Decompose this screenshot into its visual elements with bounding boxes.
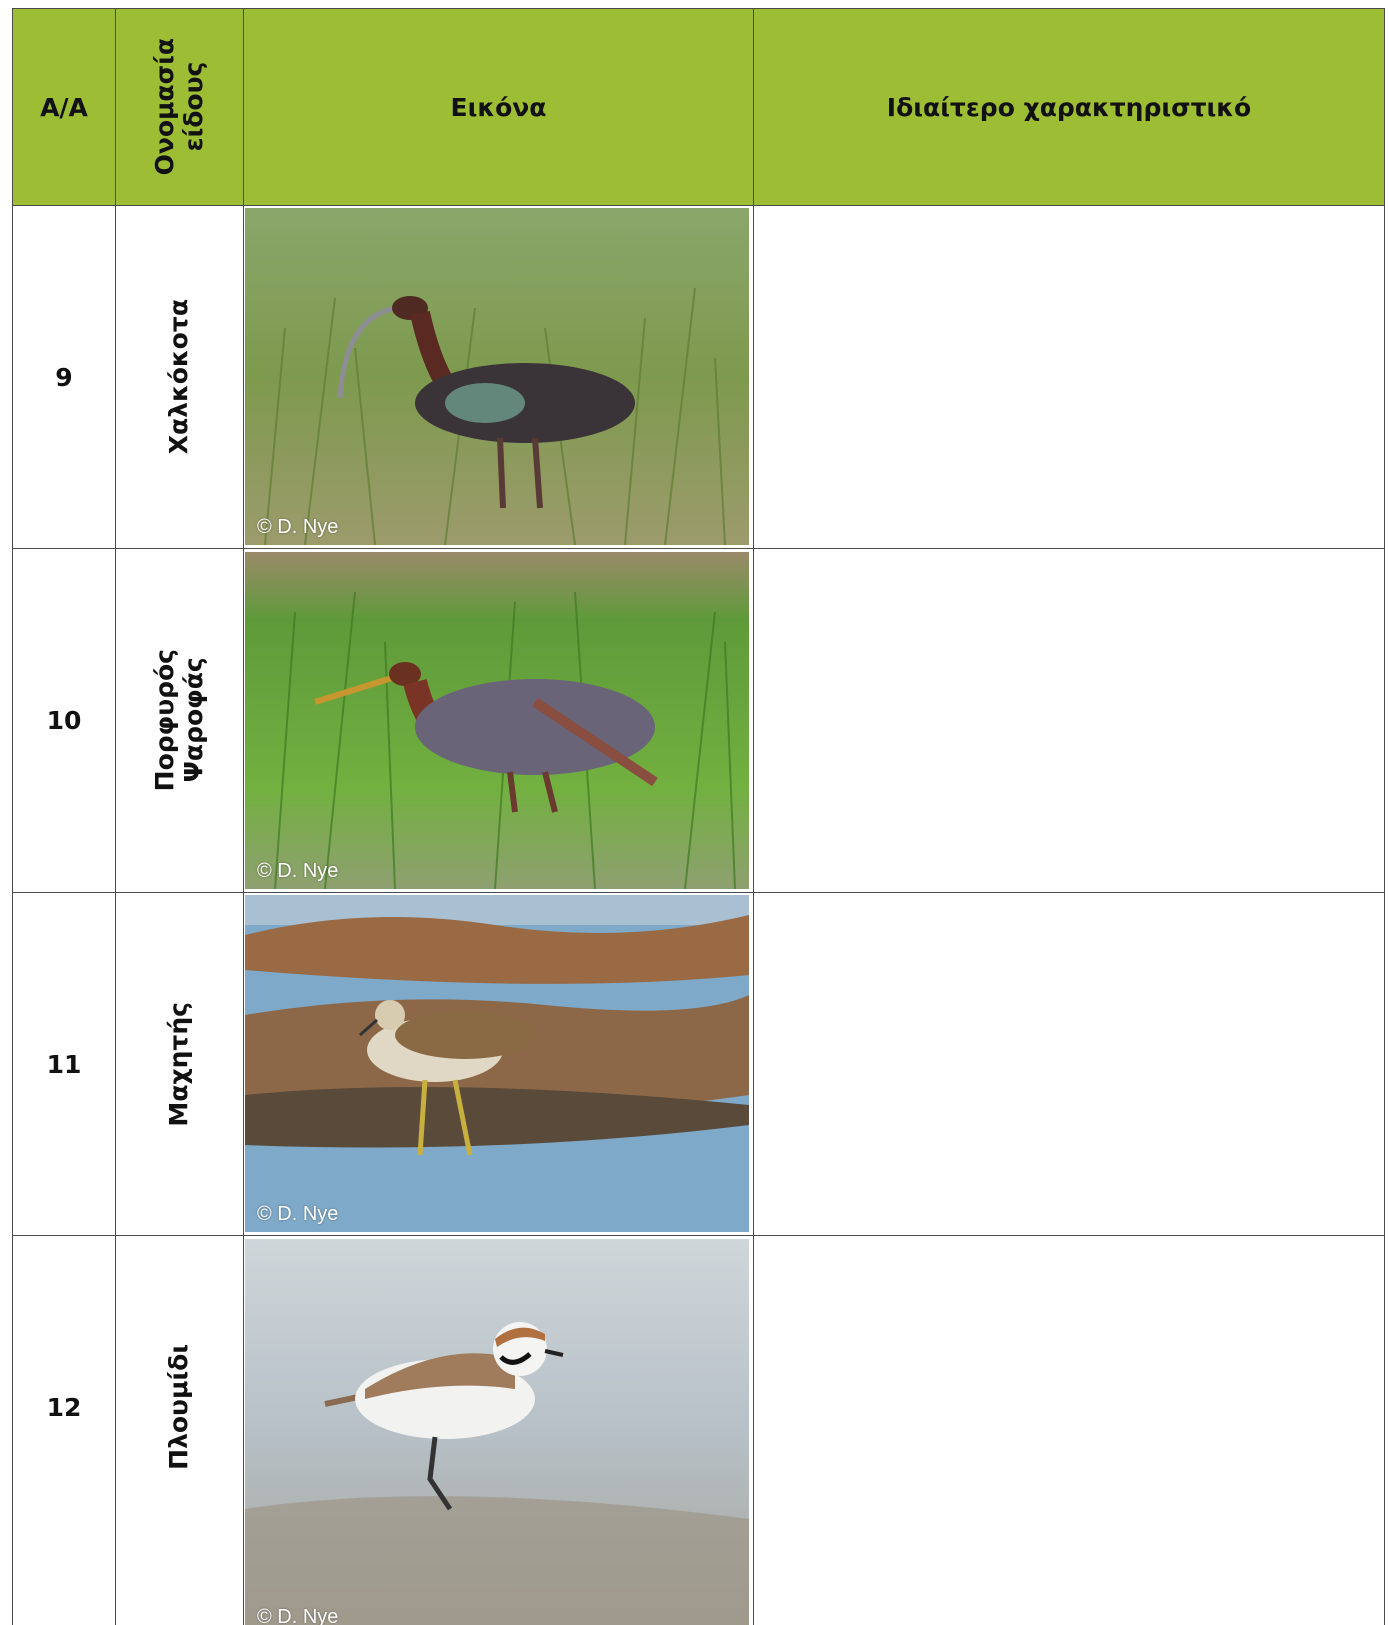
header-cell: Ονομασία είδους [115, 8, 244, 206]
species-name: Χαλκόκοτα [164, 299, 194, 455]
name-cell: Πλουμίδι [115, 1235, 244, 1625]
photo: © D. Nye [245, 895, 749, 1232]
photo: © D. Nye [245, 552, 749, 889]
photo-credit: © D. Nye [257, 1606, 339, 1625]
number-cell: 9 [12, 205, 116, 549]
species-name: Πλουμίδι [164, 1344, 194, 1470]
feature-cell[interactable] [753, 548, 1385, 893]
name-line: Ψαροφάς [178, 657, 208, 784]
photo-art [245, 208, 749, 545]
number-cell: 12 [12, 1235, 116, 1625]
header-cell: Εικόνα [243, 8, 754, 206]
name-line: Μαχητής [164, 1001, 194, 1127]
name-line: Πλουμίδι [164, 1344, 194, 1470]
photo-art [245, 552, 749, 889]
header-name: Ονομασία είδους [149, 38, 209, 176]
header-name-line: είδους [178, 62, 208, 152]
header-image: Εικόνα [450, 92, 547, 122]
row-number: 9 [55, 362, 73, 392]
row-number: 11 [46, 1049, 82, 1079]
feature-cell[interactable] [753, 205, 1385, 549]
row-number: 12 [46, 1392, 82, 1422]
photo-credit: © D. Nye [257, 516, 339, 538]
header-number: Α/Α [40, 92, 88, 122]
photo-art [245, 1239, 749, 1625]
photo: © D. Nye [245, 1239, 749, 1625]
photo-credit: © D. Nye [257, 1203, 339, 1225]
name-line: Πορφυρός [149, 649, 179, 792]
name-cell: Πορφυρός Ψαροφάς [115, 548, 244, 893]
feature-cell[interactable] [753, 892, 1385, 1236]
header-cell: Α/Α [12, 8, 116, 206]
photo: © D. Nye [245, 208, 749, 545]
row-number: 10 [46, 706, 82, 735]
header-feature: Ιδιαίτερο χαρακτηριστικό [886, 92, 1252, 122]
name-line: Χαλκόκοτα [164, 299, 194, 455]
species-name: Μαχητής [164, 1001, 194, 1127]
photo-art [245, 895, 749, 1232]
header-name-line: Ονομασία [149, 38, 179, 176]
header-cell: Ιδιαίτερο χαρακτηριστικό [753, 8, 1385, 206]
species-name: Πορφυρός Ψαροφάς [149, 649, 209, 792]
feature-cell[interactable] [753, 1235, 1385, 1625]
photo-credit: © D. Nye [257, 860, 339, 882]
number-cell: 10 [12, 548, 116, 893]
name-cell: Χαλκόκοτα [115, 205, 244, 549]
number-cell: 11 [12, 892, 116, 1236]
name-cell: Μαχητής [115, 892, 244, 1236]
